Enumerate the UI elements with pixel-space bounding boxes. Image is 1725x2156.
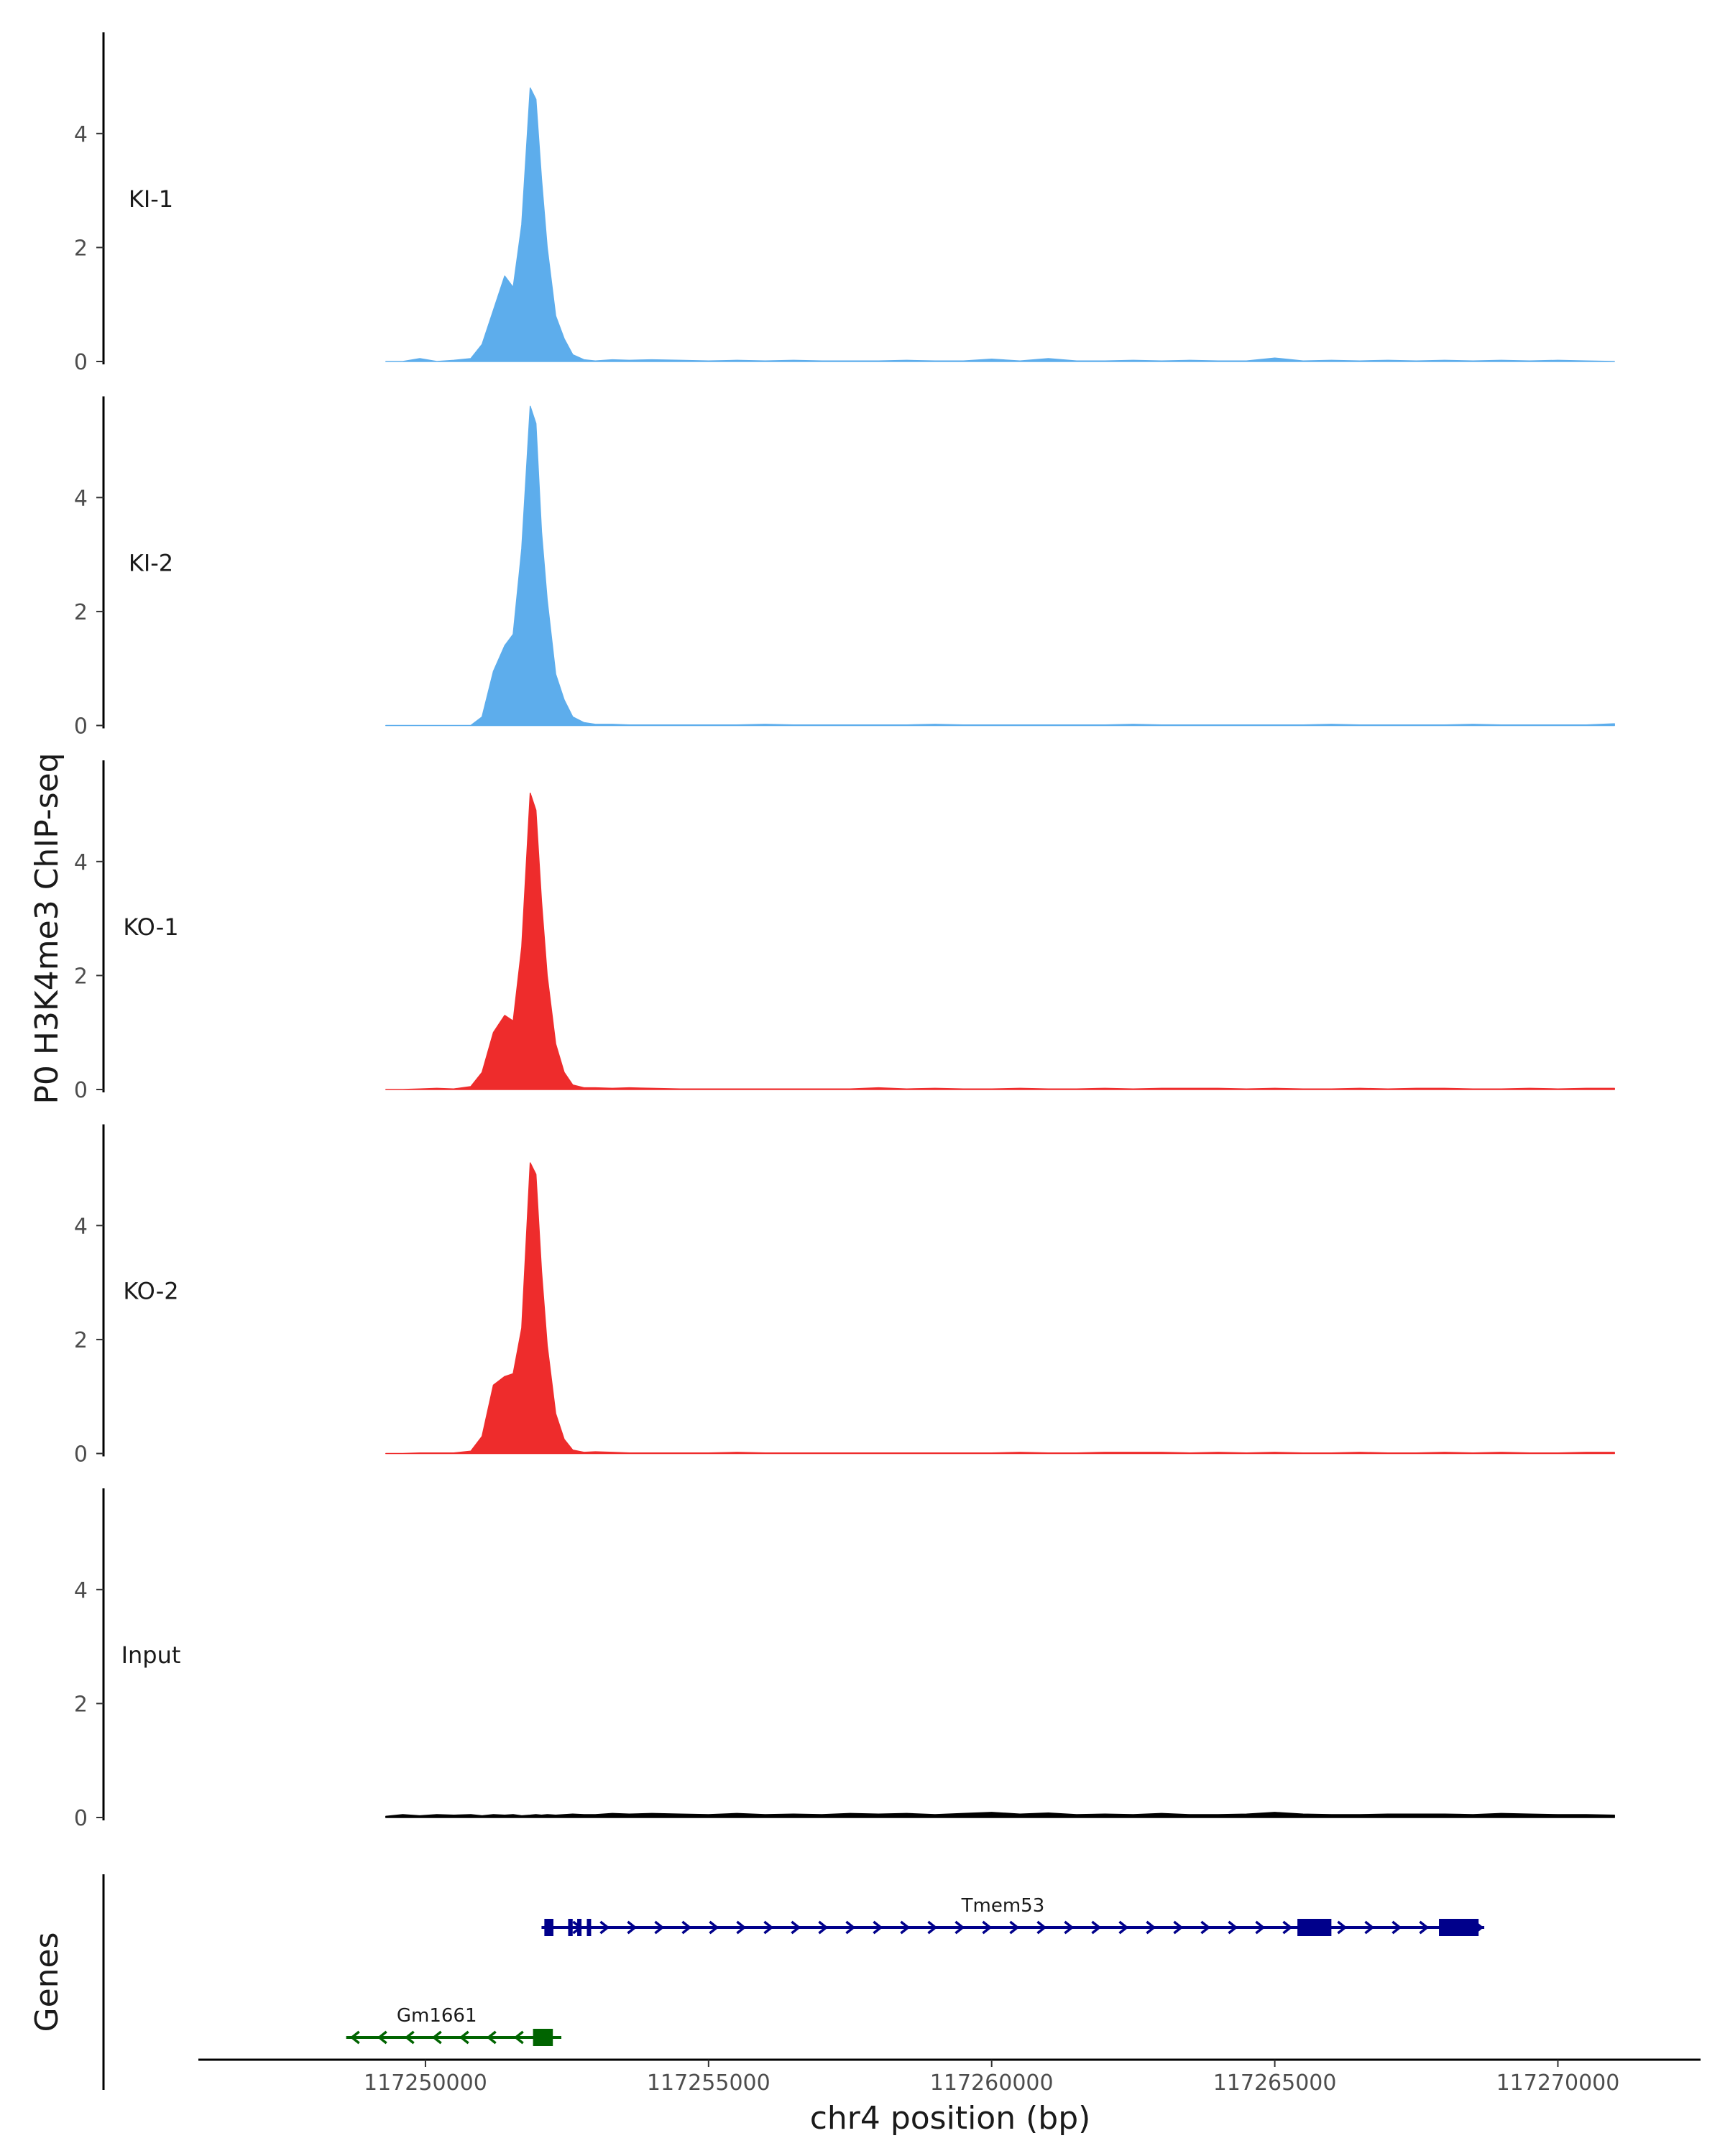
strand-arrow-icon	[1255, 1920, 1266, 1935]
y-tick-label: 4	[74, 1578, 88, 1603]
strand-arrow-icon	[845, 1920, 856, 1935]
signal-tracks: 0 2 4 KI-1 0 2 4 KI-2 0 2 4 KO-1 0 2 4 KO-2 0 2 4 Input	[74, 32, 1615, 1831]
signal-area-ki-1	[385, 87, 1615, 362]
strand-arrow-icon	[1282, 1920, 1293, 1935]
genes-axis-title: Genes	[29, 1932, 65, 2032]
y-axis-title: P0 H3K4me3 ChIP-seq	[29, 752, 65, 1104]
strand-arrow-icon	[1091, 1920, 1102, 1935]
strand-arrow-icon	[627, 1920, 638, 1935]
strand-arrow-icon	[1228, 1920, 1238, 1935]
strand-arrow-icon	[982, 1920, 993, 1935]
strand-arrow-icon	[513, 2030, 524, 2045]
y-tick-label: 2	[74, 1328, 88, 1353]
strand-arrow-icon	[736, 1920, 747, 1935]
track-label: Input	[121, 1641, 181, 1669]
x-tick-label: 117270000	[1496, 2070, 1620, 2096]
track-ko-2: 0 2 4 KO-2	[74, 1124, 1615, 1468]
track-ko-1: 0 2 4 KO-1	[74, 760, 1615, 1103]
strand-arrow-icon	[431, 2030, 442, 2045]
y-tick-label: 0	[74, 1442, 88, 1468]
x-axis: 117250000 117255000 117260000 117265000 1172…	[198, 2058, 1701, 2096]
y-tick-label: 2	[74, 600, 88, 625]
track-label: KI-1	[129, 185, 173, 213]
x-tick-label: 117250000	[364, 2070, 487, 2096]
track-label: KO-2	[123, 1278, 178, 1305]
gene-exon	[1439, 1919, 1479, 1936]
track-ki-2: 0 2 4 KI-2	[74, 396, 1615, 740]
y-tick-label: 0	[74, 350, 88, 375]
gene-gm1661: Gm1661	[346, 2005, 562, 2046]
strand-arrow-icon	[873, 1920, 883, 1935]
y-tick-label: 4	[74, 486, 88, 511]
y-tick-label: 4	[74, 122, 88, 147]
strand-arrow-icon	[791, 1920, 801, 1935]
strand-arrow-icon	[1200, 1920, 1211, 1935]
gene-name-label: Tmem53	[961, 1895, 1045, 1917]
gene-tmem53: Tmem53	[541, 1895, 1485, 1936]
signal-area-ko-2	[385, 1162, 1615, 1455]
strand-arrow-icon	[1173, 1920, 1184, 1935]
track-ki-1: 0 2 4 KI-1	[74, 32, 1615, 375]
strand-arrow-icon	[1392, 1920, 1402, 1935]
strand-arrow-icon	[709, 1920, 719, 1935]
gene-exon	[1297, 1919, 1332, 1936]
y-tick-label: 4	[74, 850, 88, 875]
genes-panel: Tmem53 Gm1661	[102, 1874, 1485, 2090]
gene-exon	[586, 1919, 592, 1936]
strand-arrow-icon	[927, 1920, 938, 1935]
y-tick-label: 0	[74, 1806, 88, 1831]
strand-arrow-icon	[1118, 1920, 1129, 1935]
strand-arrow-icon	[763, 1920, 774, 1935]
strand-arrow-icon	[1337, 1920, 1348, 1935]
signal-area-ko-1	[385, 792, 1615, 1090]
y-tick-label: 4	[74, 1214, 88, 1239]
strand-arrow-icon	[349, 2030, 360, 2045]
strand-arrow-icon	[459, 2030, 469, 2045]
strand-arrow-icon	[1419, 1920, 1430, 1935]
strand-arrow-icon	[1009, 1920, 1020, 1935]
x-tick-label: 117260000	[930, 2070, 1054, 2096]
strand-arrow-icon	[900, 1920, 911, 1935]
x-tick-label: 117255000	[647, 2070, 770, 2096]
y-tick-label: 2	[74, 1692, 88, 1717]
x-axis-title: chr4 position (bp)	[810, 2100, 1091, 2137]
track-label: KO-1	[123, 913, 178, 941]
gene-exon	[568, 1919, 573, 1936]
gene-exon	[577, 1919, 582, 1936]
y-tick-label: 0	[74, 714, 88, 740]
strand-arrow-icon	[486, 2030, 497, 2045]
y-tick-label: 2	[74, 236, 88, 261]
strand-arrow-icon	[1146, 1920, 1156, 1935]
strand-arrow-icon	[654, 1920, 665, 1935]
gene-exon	[544, 1919, 553, 1936]
y-tick-label: 0	[74, 1078, 88, 1103]
x-tick-label: 117265000	[1213, 2070, 1337, 2096]
strand-arrow-icon	[377, 2030, 387, 2045]
signal-area-ki-2	[385, 405, 1615, 727]
strand-arrow-icon	[1036, 1920, 1047, 1935]
strand-arrow-icon	[954, 1920, 965, 1935]
strand-arrow-icon	[599, 1920, 610, 1935]
gene-name-label: Gm1661	[397, 2005, 477, 2027]
signal-area-input	[385, 1812, 1615, 1818]
strand-arrow-icon	[681, 1920, 692, 1935]
strand-arrow-icon	[404, 2030, 415, 2045]
y-tick-label: 2	[74, 964, 88, 989]
strand-arrow-icon	[1064, 1920, 1075, 1935]
strand-arrow-icon	[818, 1920, 829, 1935]
track-label: KI-2	[129, 550, 173, 577]
track-input: 0 2 4 Input	[74, 1488, 1615, 1831]
gene-exon	[533, 2029, 553, 2046]
strand-arrow-icon	[1364, 1920, 1375, 1935]
